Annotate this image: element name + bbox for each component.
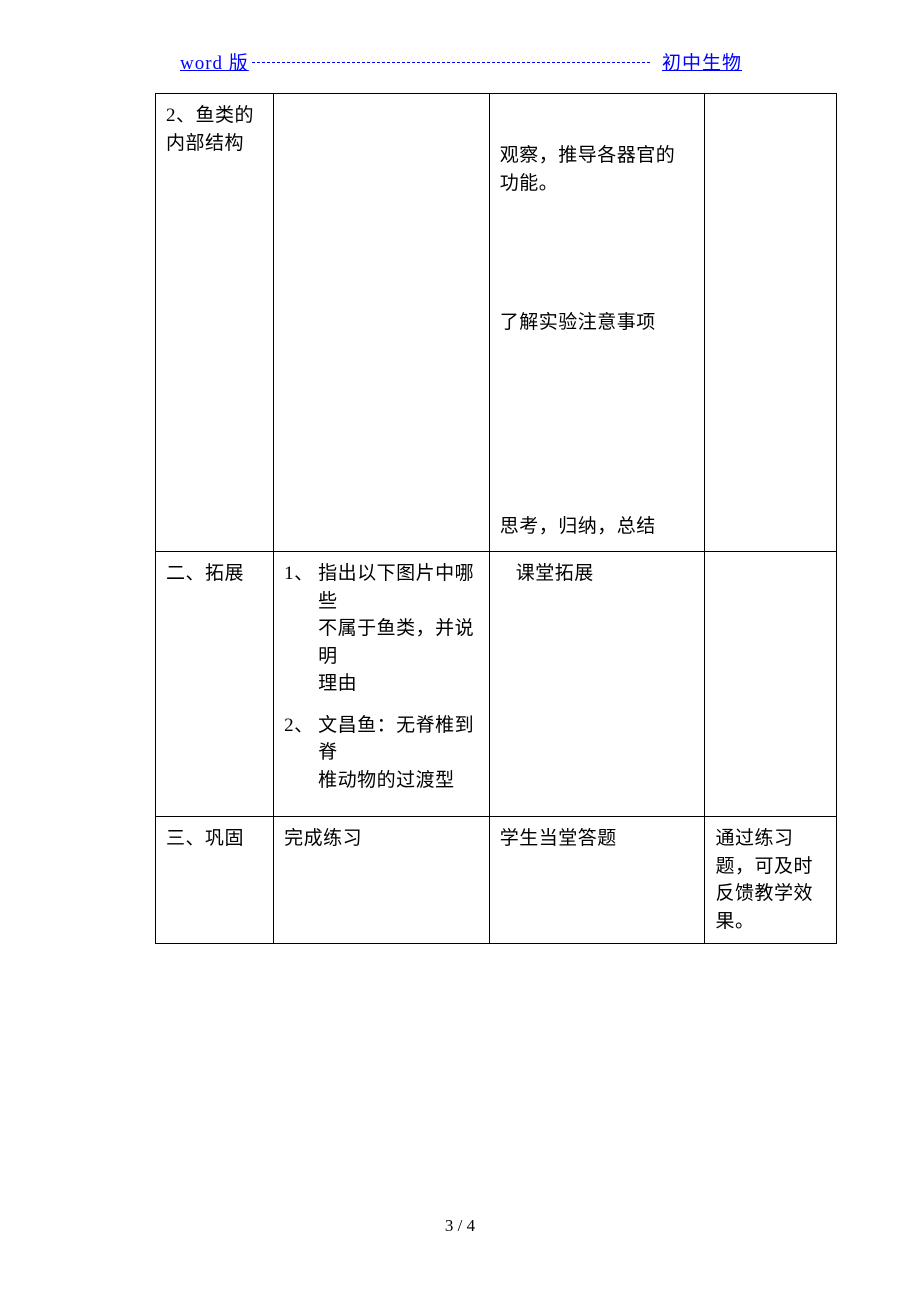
list-item: 2、 文昌鱼：无脊椎到脊	[284, 712, 479, 767]
list-marker: 1、	[284, 560, 314, 588]
cell-activity: 学生当堂答题	[489, 817, 705, 944]
list-text: 椎动物的过渡型	[284, 767, 479, 795]
cell-activity: 观察，推导各器官的功能。 了解实验注意事项 思考，归纳，总结	[489, 94, 705, 552]
list-text: 理由	[284, 670, 479, 698]
topic-text: 三、巩固	[166, 828, 244, 849]
cell-topic: 三、巩固	[156, 817, 274, 944]
header-divider	[252, 62, 650, 63]
cell-content: 1、 指出以下图片中哪些 不属于鱼类，并说明 理由 2、 文昌鱼：无脊椎到脊 椎…	[274, 552, 490, 817]
activity-stack: 观察，推导各器官的功能。 了解实验注意事项 思考，归纳，总结	[500, 102, 695, 543]
header-left-text: word 版	[180, 48, 249, 75]
header-right-text: 初中生物	[662, 48, 742, 75]
activity-text: 了解实验注意事项	[500, 309, 695, 337]
cell-topic: 二、拓展	[156, 552, 274, 817]
activity-text: 课堂拓展	[500, 563, 594, 584]
cell-notes	[705, 94, 837, 552]
cell-activity: 课堂拓展	[489, 552, 705, 817]
activity-text: 观察，推导各器官的功能。	[500, 142, 695, 197]
content-text: 完成练习	[284, 828, 362, 849]
activity-text: 思考，归纳，总结	[500, 513, 695, 541]
cell-topic: 2、鱼类的内部结构	[156, 94, 274, 552]
notes-text: 通过练习题，可及时反馈教学效果。	[715, 828, 813, 932]
cell-content	[274, 94, 490, 552]
list-text: 文昌鱼：无脊椎到脊	[318, 715, 474, 764]
topic-text: 二、拓展	[166, 563, 244, 584]
list-text: 指出以下图片中哪些	[318, 563, 474, 612]
list-marker: 2、	[284, 712, 314, 740]
table-row: 2、鱼类的内部结构 观察，推导各器官的功能。 了解实验注意事项 思考，归纳，总结	[156, 94, 837, 552]
spacer	[284, 698, 479, 712]
cell-notes	[705, 552, 837, 817]
cell-notes: 通过练习题，可及时反馈教学效果。	[705, 817, 837, 944]
list-text: 不属于鱼类，并说明	[284, 615, 479, 670]
list-item: 1、 指出以下图片中哪些	[284, 560, 479, 615]
topic-text: 2、鱼类的内部结构	[166, 105, 254, 154]
lesson-plan-table: 2、鱼类的内部结构 观察，推导各器官的功能。 了解实验注意事项 思考，归纳，总结…	[155, 93, 837, 944]
activity-text: 学生当堂答题	[500, 828, 617, 849]
page-number: 3 / 4	[0, 1216, 920, 1236]
table-row: 三、巩固 完成练习 学生当堂答题 通过练习题，可及时反馈教学效果。	[156, 817, 837, 944]
table-row: 二、拓展 1、 指出以下图片中哪些 不属于鱼类，并说明 理由 2、 文昌鱼：无脊…	[156, 552, 837, 817]
cell-content: 完成练习	[274, 817, 490, 944]
